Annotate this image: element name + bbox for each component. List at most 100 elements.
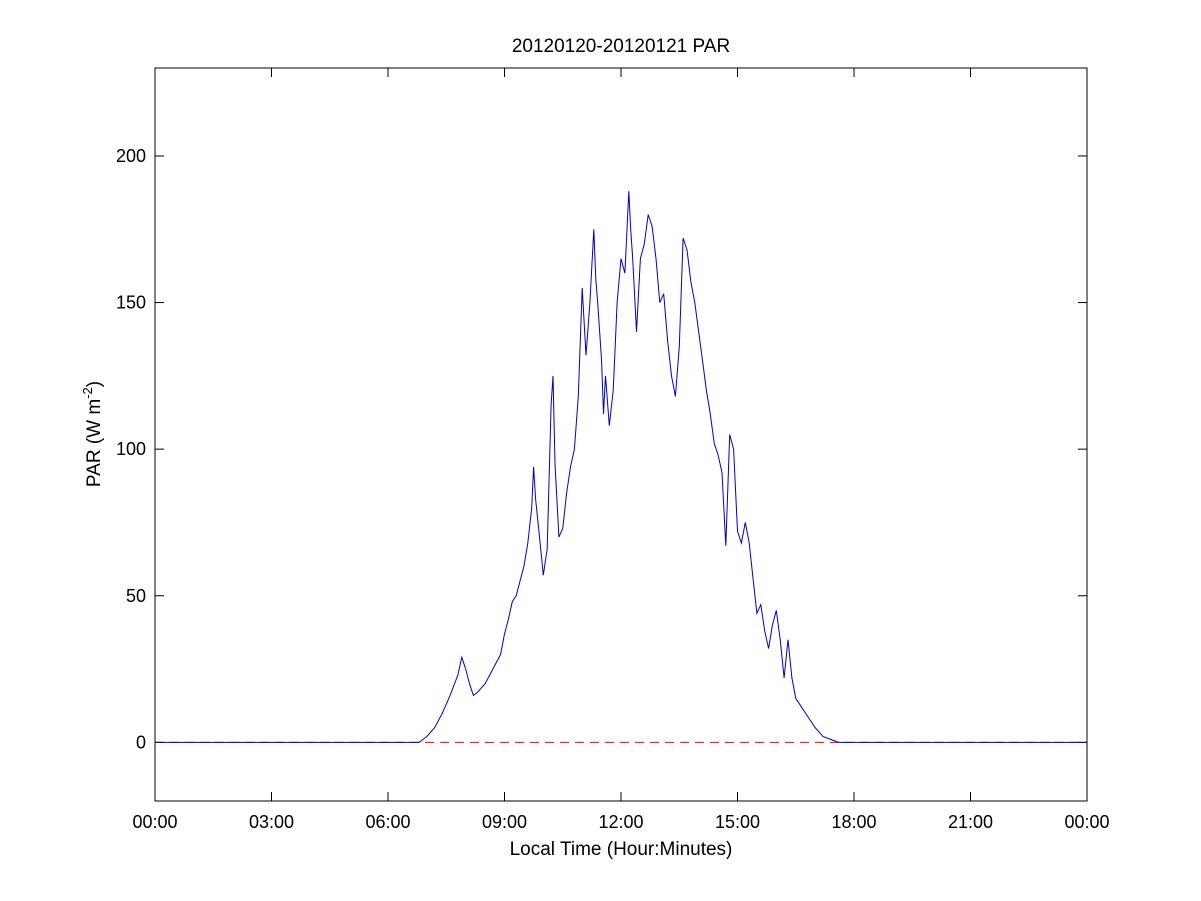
x-tick-label: 06:00 — [365, 812, 410, 832]
par-data-point — [679, 346, 680, 347]
par-data-point — [533, 466, 534, 467]
par-data-point — [776, 610, 777, 611]
y-tick-label: 200 — [116, 146, 146, 166]
par-data-point — [477, 692, 478, 693]
y-axis-title-main: PAR (W m — [84, 399, 105, 487]
par-data-point — [683, 237, 684, 238]
par-data-point — [516, 595, 517, 596]
y-tick-label: 100 — [116, 439, 146, 459]
par-data-point — [547, 548, 548, 549]
par-data-point — [535, 498, 536, 499]
par-data-point — [632, 258, 633, 259]
x-tick-label: 00:00 — [132, 812, 177, 832]
par-data-point — [543, 575, 544, 576]
par-data-point — [570, 466, 571, 467]
par-data-point — [745, 522, 746, 523]
par-data-point — [663, 293, 664, 294]
x-tick-label: 21:00 — [948, 812, 993, 832]
par-data-point — [154, 742, 155, 743]
par-data-point — [593, 229, 594, 230]
par-data-point — [830, 739, 831, 740]
par-data-point — [729, 434, 730, 435]
y-tick-label: 50 — [126, 586, 146, 606]
par-data-point — [764, 630, 765, 631]
par-data-point — [737, 531, 738, 532]
par-data-point — [772, 624, 773, 625]
y-axis-tick-labels: 0 50 100 150 200 — [116, 146, 146, 752]
par-data-point — [780, 639, 781, 640]
par-series-line — [155, 191, 1087, 743]
par-data-point — [601, 361, 602, 362]
par-data-point — [838, 742, 839, 743]
par-data-point — [671, 375, 672, 376]
par-data-point — [624, 273, 625, 274]
par-data-point — [702, 361, 703, 362]
par-data-point — [539, 537, 540, 538]
par-data-point — [566, 493, 567, 494]
x-tick-label: 09:00 — [482, 812, 527, 832]
par-data-point — [620, 258, 621, 259]
x-axis-tick-labels: 00:00 03:00 06:00 09:00 12:00 15:00 18:00 21:00… — [132, 812, 1109, 832]
par-data-point — [628, 191, 629, 192]
par-data-point — [694, 302, 695, 303]
y-tick-label: 150 — [116, 293, 146, 313]
par-data-point — [636, 331, 637, 332]
par-data-point — [667, 340, 668, 341]
par-data-point — [500, 654, 501, 655]
par-data-point — [706, 390, 707, 391]
par-data-point — [434, 727, 435, 728]
par-data-point — [552, 375, 553, 376]
par-data-point — [651, 226, 652, 227]
par-data-point — [644, 243, 645, 244]
y-axis-title-close: ) — [84, 381, 105, 387]
par-data-point — [791, 677, 792, 678]
par-data-point — [655, 258, 656, 259]
par-data-point — [725, 545, 726, 546]
par-data-point — [527, 542, 528, 543]
par-data-point — [492, 668, 493, 669]
par-data-point — [585, 355, 586, 356]
x-tick-label: 12:00 — [598, 812, 643, 832]
par-data-point — [523, 566, 524, 567]
par-data-point — [752, 578, 753, 579]
par-data-point — [721, 472, 722, 473]
par-data-point — [768, 648, 769, 649]
x-axis-title: Local Time (Hour:Minutes) — [510, 839, 733, 860]
par-data-point — [595, 279, 596, 280]
par-data-point — [698, 331, 699, 332]
par-data-point — [617, 302, 618, 303]
par-data-point — [473, 695, 474, 696]
par-data-point — [465, 668, 466, 669]
par-data-point — [484, 683, 485, 684]
par-data-point — [714, 443, 715, 444]
par-data-point — [807, 715, 808, 716]
par-data-point — [741, 542, 742, 543]
par-data-point — [822, 736, 823, 737]
par-data-point — [756, 613, 757, 614]
par-data-point — [457, 674, 458, 675]
plot-area — [154, 67, 1088, 802]
par-data-point — [582, 287, 583, 288]
y-axis-title-superscript: -2 — [80, 387, 95, 399]
par-data-point — [531, 507, 532, 508]
par-data-point — [461, 657, 462, 658]
par-data-point — [605, 375, 606, 376]
par-data-point — [512, 601, 513, 602]
par-data-point — [426, 736, 427, 737]
par-data-point — [554, 463, 555, 464]
par-data-point — [690, 281, 691, 282]
par-data-point — [640, 258, 641, 259]
par-data-point — [387, 742, 388, 743]
par-data-point — [733, 449, 734, 450]
par-data-point — [418, 742, 419, 743]
par-data-point — [609, 425, 610, 426]
par-data-point — [648, 214, 649, 215]
par-data-point — [450, 695, 451, 696]
y-tick-label: 0 — [136, 732, 146, 752]
par-data-point — [589, 302, 590, 303]
par-data-point — [630, 229, 631, 230]
par-data-point — [578, 396, 579, 397]
par-data-point — [469, 683, 470, 684]
par-data-point — [853, 742, 854, 743]
par-data-point — [558, 537, 559, 538]
